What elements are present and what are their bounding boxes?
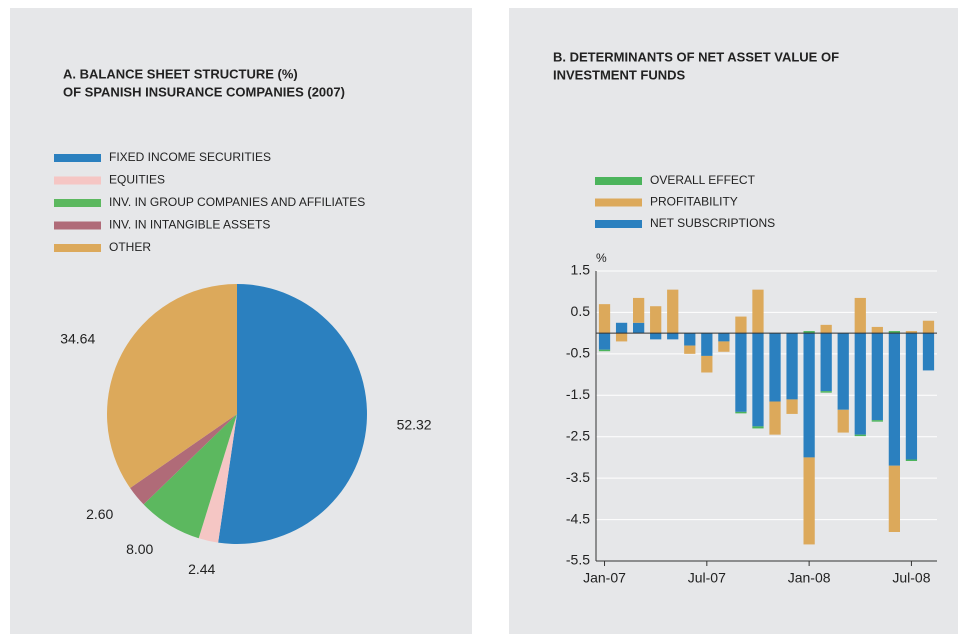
bar-segment xyxy=(769,333,781,402)
legend-label: PROFITABILITY xyxy=(650,195,738,209)
bar-segment xyxy=(803,331,815,334)
bar-segment xyxy=(922,333,935,371)
legend-label: OTHER xyxy=(109,240,151,254)
bar-segment xyxy=(905,331,918,334)
bar-segment xyxy=(769,401,781,435)
panel xyxy=(509,8,958,634)
bar-segment xyxy=(701,333,713,356)
bar-segment xyxy=(922,320,935,334)
bar-segment xyxy=(598,349,611,352)
bar-segment xyxy=(854,297,866,334)
bar-segment xyxy=(684,333,696,346)
bar-segment xyxy=(871,420,883,422)
bar-segment xyxy=(854,434,866,437)
pie-slice xyxy=(143,414,237,539)
bar-segment xyxy=(905,459,918,461)
pie-slice xyxy=(106,284,237,489)
bar-segment xyxy=(598,333,611,350)
legend-swatch xyxy=(595,220,642,228)
y-tick-label: -3.5 xyxy=(566,469,590,485)
chart-title: INVESTMENT FUNDS xyxy=(553,67,686,82)
bar-segment xyxy=(735,411,747,414)
bar-segment xyxy=(735,316,747,334)
data-label: 2.44 xyxy=(188,561,215,577)
bar-segment xyxy=(786,399,798,414)
bar-segment xyxy=(598,304,611,334)
y-tick-label: -2.5 xyxy=(566,427,590,443)
y-tick-label: -4.5 xyxy=(566,510,590,526)
legend-label: FIXED INCOME SECURITIES xyxy=(109,150,271,164)
bar-segment xyxy=(615,322,628,334)
bar-segment xyxy=(667,333,679,340)
bar-segment xyxy=(871,333,883,421)
legend-label: EQUITIES xyxy=(109,173,165,187)
bar-segment xyxy=(803,457,815,545)
legend-swatch xyxy=(54,154,101,162)
data-label: 52.32 xyxy=(397,416,432,432)
bar-segment xyxy=(854,333,866,435)
legend-swatch xyxy=(54,244,101,252)
pie-slice xyxy=(218,284,367,544)
legend-label: OVERALL EFFECT xyxy=(650,173,756,187)
bar-segment xyxy=(786,333,798,400)
y-tick-label: -0.5 xyxy=(566,345,590,361)
bar-segment xyxy=(752,426,764,429)
chart-title: OF SPANISH INSURANCE COMPANIES (2007) xyxy=(63,84,345,99)
bar-segment xyxy=(701,355,713,373)
pie-slice xyxy=(198,414,237,543)
bar-segment xyxy=(632,297,645,323)
bar-segment xyxy=(820,391,832,393)
bar-segment xyxy=(803,333,815,458)
bar-segment xyxy=(650,306,662,334)
bar-segment xyxy=(667,289,679,334)
x-tick-label: Jan-08 xyxy=(788,570,831,586)
bar-segment xyxy=(632,322,645,334)
bar-segment xyxy=(718,333,730,342)
pie-slice xyxy=(130,414,237,505)
legend-swatch xyxy=(595,198,642,207)
chart-title: A. BALANCE SHEET STRUCTURE (%) xyxy=(63,66,298,81)
legend-swatch xyxy=(54,199,101,207)
bar-segment xyxy=(888,331,901,334)
bar-segment xyxy=(888,333,901,466)
bar-segment xyxy=(905,333,918,460)
x-tick-label: Jul-08 xyxy=(892,570,930,586)
bar-segment xyxy=(752,333,764,427)
bar-segment xyxy=(837,409,849,433)
legend-label: NET SUBSCRIPTIONS xyxy=(650,216,775,230)
bar-segment xyxy=(735,333,747,412)
legend-swatch xyxy=(54,176,101,185)
legend-label: INV. IN INTANGIBLE ASSETS xyxy=(109,218,270,232)
bar-segment xyxy=(650,333,662,340)
legend-swatch xyxy=(595,177,642,185)
bar-segment xyxy=(871,326,883,334)
y-tick-label: 1.5 xyxy=(571,262,591,278)
bar-segment xyxy=(718,341,730,352)
bar-segment xyxy=(888,465,901,532)
y-tick-label: 0.5 xyxy=(571,303,591,319)
bar-segment xyxy=(820,333,832,392)
y-tick-label: -1.5 xyxy=(566,386,590,402)
chart-title: B. DETERMINANTS OF NET ASSET VALUE OF xyxy=(553,49,839,64)
data-label: 34.64 xyxy=(60,330,95,346)
y-tick-label: -5.5 xyxy=(566,552,590,568)
bar-segment xyxy=(837,333,849,410)
x-tick-label: Jan-07 xyxy=(583,570,626,586)
x-tick-label: Jul-07 xyxy=(688,570,726,586)
data-label: 8.00 xyxy=(126,541,153,557)
bar-segment xyxy=(752,289,764,334)
legend-swatch xyxy=(54,221,101,230)
data-label: 2.60 xyxy=(86,506,113,522)
legend-label: INV. IN GROUP COMPANIES AND AFFILIATES xyxy=(109,195,365,209)
axis-unit: % xyxy=(596,251,607,265)
bar-segment xyxy=(615,333,628,342)
bar-segment xyxy=(684,345,696,354)
bar-segment xyxy=(820,324,832,334)
